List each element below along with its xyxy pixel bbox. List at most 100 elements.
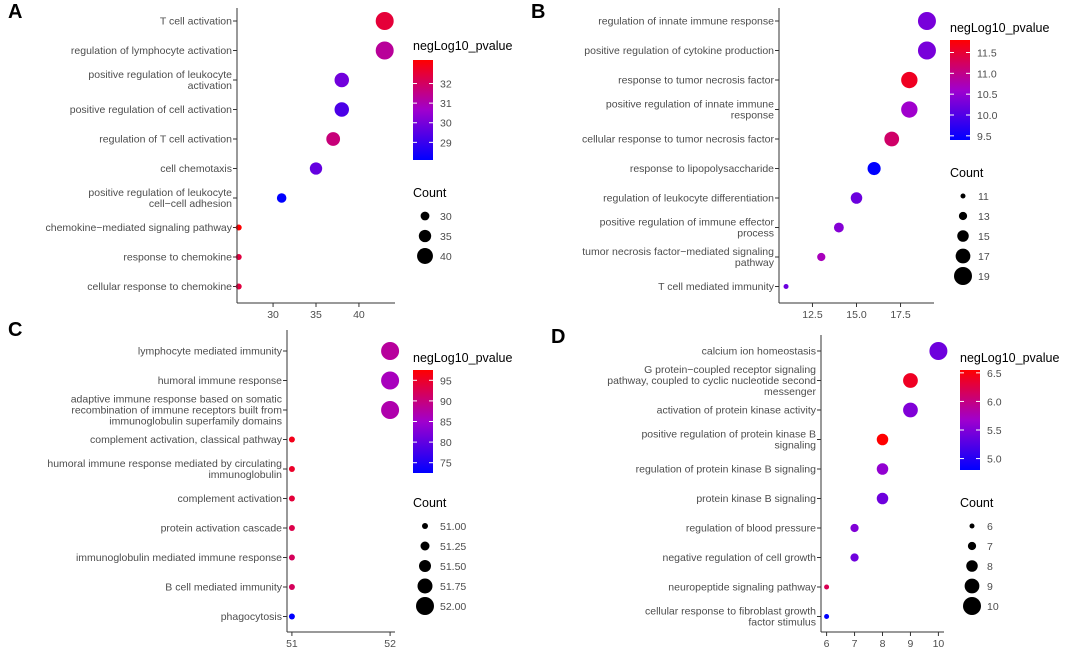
data-point xyxy=(903,373,918,388)
term-label: response to tumor necrosis factor xyxy=(618,75,774,87)
color-bar-label: 85 xyxy=(440,417,452,429)
term-label: cellular response to tumor necrosis fact… xyxy=(582,134,775,146)
term-label: G protein−coupled receptor signaling path… xyxy=(607,364,816,398)
size-legend-dot xyxy=(958,211,968,221)
panel-a-x-ticks: 30 35 40 xyxy=(267,303,365,321)
color-bar-label: 6.0 xyxy=(987,396,1002,408)
data-point xyxy=(381,371,400,390)
size-legend-label: 30 xyxy=(440,211,452,223)
panel-letter-a: A xyxy=(8,1,22,23)
term-label: phagocytosis xyxy=(221,611,282,623)
data-point xyxy=(901,101,918,118)
data-point xyxy=(375,12,394,30)
color-bar-label: 10.0 xyxy=(977,110,998,122)
size-legend-dot xyxy=(966,560,978,572)
x-tick-label: 15.0 xyxy=(846,309,867,321)
size-legend-label: 51.00 xyxy=(440,521,466,533)
size-legend-label: 11 xyxy=(978,191,989,203)
data-point xyxy=(334,72,349,88)
panel-c-color-legend: negLog10_pvalue 75 80 85 90 95 xyxy=(413,351,512,473)
term-label: humoral immune response xyxy=(158,375,282,387)
term-label: regulation of protein kinase B signaling xyxy=(636,464,817,476)
data-point xyxy=(334,102,349,117)
term-label: regulation of lymphocyte activation xyxy=(71,45,232,57)
panel-d-size-legend-title: Count xyxy=(960,496,994,510)
size-legend-dot xyxy=(419,560,431,572)
panel-a-color-legend: negLog10_pvalue 29 30 31 32 xyxy=(413,39,512,160)
term-label: response to lipopolysaccharide xyxy=(630,163,774,175)
data-point xyxy=(850,523,859,533)
size-legend-dot xyxy=(420,211,430,221)
data-point xyxy=(288,495,295,502)
panel-c-points xyxy=(288,342,400,620)
size-legend-label: 17 xyxy=(978,251,990,263)
size-legend-label: 9 xyxy=(987,581,993,593)
panel-a-term-labels: T cell activation regulation of lymphocyt… xyxy=(46,16,237,293)
x-tick-label: 17.5 xyxy=(890,309,911,321)
term-label: immunoglobulin mediated immune response xyxy=(76,552,282,564)
term-label: regulation of T cell activation xyxy=(99,134,232,146)
panel-d-points xyxy=(824,342,948,619)
panel-b-size-legend: Count 11 13 15 17 19 xyxy=(950,166,990,285)
term-label: cellular response to chemokine xyxy=(87,281,232,293)
data-point xyxy=(917,41,936,60)
panel-b-size-legend-title: Count xyxy=(950,166,984,180)
x-tick-label: 7 xyxy=(852,638,858,650)
panel-a: A T cell activation regulation of lymphoc… xyxy=(8,1,512,321)
term-label: T cell mediated immunity xyxy=(658,281,775,293)
color-bar xyxy=(413,370,433,473)
term-label: protein activation cascade xyxy=(161,523,283,535)
term-label: positive regulation of innate immune resp… xyxy=(606,99,774,122)
panel-letter-d: D xyxy=(551,326,565,348)
panel-c: C lymphocyte mediated immunity humoral im… xyxy=(8,319,512,650)
term-label: complement activation, classical pathway xyxy=(90,434,283,446)
x-tick-label: 6 xyxy=(824,638,830,650)
size-legend-label: 10 xyxy=(987,601,999,613)
color-bar-label: 32 xyxy=(440,79,452,91)
term-label: activation of protein kinase activity xyxy=(657,405,817,417)
panel-a-points xyxy=(235,12,394,290)
size-legend-dot xyxy=(418,229,432,243)
size-legend-label: 51.25 xyxy=(440,541,466,553)
size-legend-dot xyxy=(964,578,980,594)
term-label: B cell mediated immunity xyxy=(165,582,282,594)
size-legend-label: 6 xyxy=(987,521,993,533)
size-legend-dot xyxy=(960,193,966,199)
data-point xyxy=(381,401,400,419)
x-tick-label: 51 xyxy=(286,638,298,650)
data-point xyxy=(288,525,295,531)
data-point xyxy=(929,342,948,360)
data-point xyxy=(901,71,918,89)
panel-b-x-ticks: 12.5 15.0 17.5 xyxy=(802,303,911,321)
data-point xyxy=(903,402,918,418)
data-point xyxy=(309,162,323,175)
panel-d-x-ticks: 6 7 8 9 10 xyxy=(824,632,944,650)
color-bar-label: 5.5 xyxy=(987,425,1002,437)
data-point xyxy=(876,492,889,505)
color-bar xyxy=(960,370,980,470)
x-tick-label: 8 xyxy=(880,638,886,650)
panel-d-color-legend: negLog10_pvalue 5.0 5.5 6.0 6.5 xyxy=(960,351,1059,470)
panel-d-color-legend-title: negLog10_pvalue xyxy=(960,351,1059,365)
data-point xyxy=(824,614,830,619)
x-tick-label: 52 xyxy=(384,638,396,650)
data-point xyxy=(850,553,859,562)
size-legend-dot xyxy=(416,597,434,615)
data-point xyxy=(817,252,826,262)
panel-d: D calcium ion homeostasis G protein−coupl… xyxy=(551,326,1059,650)
panel-c-term-labels: lymphocyte mediated immunity humoral immu… xyxy=(47,346,287,623)
panel-b-term-labels: regulation of innate immune response posi… xyxy=(582,16,779,293)
size-legend-dot xyxy=(967,541,977,551)
color-bar-label: 30 xyxy=(440,118,452,130)
panel-letter-c: C xyxy=(8,319,22,341)
term-label: regulation of innate immune response xyxy=(598,16,774,28)
panel-b: B regulation of innate immune response po… xyxy=(531,1,1049,321)
term-label: regulation of leukocyte differentiation xyxy=(603,193,774,205)
term-label: positive regulation of immune effector pr… xyxy=(600,217,775,240)
term-label: cell chemotaxis xyxy=(160,163,232,175)
size-legend-dot xyxy=(422,523,428,529)
term-label: positive regulation of cell activation xyxy=(70,104,232,116)
panel-d-size-legend: Count 6 7 8 9 10 xyxy=(960,496,999,615)
